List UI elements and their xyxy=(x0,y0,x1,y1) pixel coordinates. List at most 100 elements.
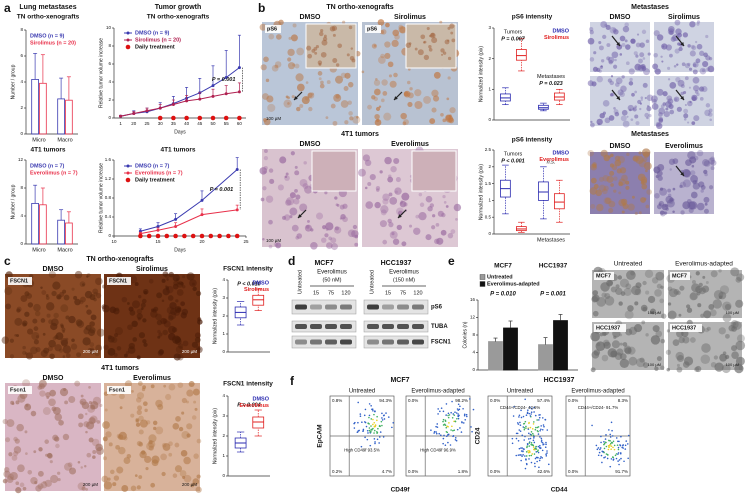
tissue-texture xyxy=(621,210,625,214)
cell-event xyxy=(526,411,529,414)
tissue-texture xyxy=(275,242,282,249)
tissue-texture xyxy=(16,334,20,338)
tissue-texture xyxy=(658,116,664,122)
tissue-texture xyxy=(290,151,295,156)
lane-label: 15 xyxy=(385,290,391,296)
tissue-texture xyxy=(625,185,630,190)
tissue-texture xyxy=(20,295,28,302)
cell-event xyxy=(521,434,524,437)
quadrant-label: 0.0% xyxy=(490,398,500,403)
tissue-texture xyxy=(596,76,603,83)
tissue-texture xyxy=(343,86,349,91)
treatment-dot xyxy=(199,233,205,239)
cell-event xyxy=(451,416,454,419)
tissue-texture xyxy=(672,187,676,191)
cell-event xyxy=(376,432,378,434)
cell-event xyxy=(536,450,539,453)
tissue-texture xyxy=(102,436,108,442)
cell-event xyxy=(367,422,370,425)
cell-event xyxy=(447,434,449,436)
cell-event xyxy=(457,409,460,411)
tissue-texture xyxy=(181,411,185,415)
tissue-texture xyxy=(15,400,20,405)
tissue-texture xyxy=(2,478,8,484)
cell-event xyxy=(530,454,533,457)
tissue-texture xyxy=(162,329,168,336)
data-point xyxy=(185,99,189,103)
tissue-texture xyxy=(435,222,440,227)
cell-event xyxy=(447,414,449,417)
cell-event xyxy=(604,438,607,440)
data-point xyxy=(119,114,123,118)
tissue-texture xyxy=(289,192,296,199)
tissue-texture xyxy=(43,347,50,354)
tissue-texture xyxy=(660,55,663,58)
tissue-texture xyxy=(40,286,43,290)
tissue-texture xyxy=(14,438,20,444)
label: FSCN1 xyxy=(109,278,127,284)
cell-event xyxy=(603,440,605,443)
tissue-texture xyxy=(180,449,188,457)
cell-event xyxy=(452,429,454,432)
tissue-texture xyxy=(15,487,22,494)
plot-title: Everolimus-adapted xyxy=(411,389,464,395)
tissue-texture xyxy=(57,295,61,299)
tissue-texture xyxy=(183,456,191,465)
tissue-texture xyxy=(658,202,662,206)
cell-event xyxy=(368,416,370,419)
tissue-texture xyxy=(613,176,618,181)
scale-bar: 100 µM xyxy=(726,362,739,367)
blot-band xyxy=(325,324,337,329)
tissue-texture xyxy=(294,165,298,169)
tissue-texture xyxy=(591,351,600,359)
cell-event xyxy=(437,413,439,415)
tissue-texture xyxy=(601,292,607,298)
tissue-texture xyxy=(195,486,202,493)
tissue-texture xyxy=(172,283,179,290)
tissue-texture xyxy=(682,201,691,210)
tissue-texture xyxy=(453,203,462,212)
tissue-texture xyxy=(347,229,356,238)
tissue-texture xyxy=(619,342,623,346)
tissue-texture xyxy=(332,58,338,64)
tissue-texture xyxy=(646,189,652,195)
tissue-texture xyxy=(49,353,55,360)
x-axis-label: Days xyxy=(174,129,186,135)
tissue-texture xyxy=(175,416,181,422)
tissue-texture xyxy=(262,186,267,191)
tissue-texture xyxy=(293,198,300,205)
cell-event xyxy=(601,461,603,464)
tissue-texture xyxy=(602,175,610,182)
cell-event xyxy=(533,421,535,423)
tissue-texture xyxy=(334,226,342,234)
cell-event xyxy=(524,435,526,438)
tissue-texture xyxy=(376,188,380,192)
cell-event xyxy=(523,428,526,431)
cell-event xyxy=(524,455,526,457)
tissue-texture xyxy=(401,241,407,247)
tissue-texture xyxy=(10,400,15,405)
tissue-texture xyxy=(32,318,38,324)
tissue-texture xyxy=(296,83,305,92)
tissue-texture xyxy=(600,59,605,63)
tissue-texture xyxy=(68,396,76,404)
tissue-texture xyxy=(642,280,647,286)
tissue-texture xyxy=(419,202,425,207)
tissue-texture xyxy=(24,291,30,297)
tissue-texture xyxy=(447,26,451,30)
tissue-texture xyxy=(696,149,704,157)
tissue-texture xyxy=(63,388,67,392)
tissue-texture xyxy=(34,310,41,317)
p-value: P = 0.004 xyxy=(237,402,261,408)
quadrant-label: 1.8% xyxy=(458,469,468,474)
tissue-texture xyxy=(731,321,737,327)
tissue-texture xyxy=(609,93,614,97)
tissue-texture xyxy=(447,39,450,42)
tissue-texture xyxy=(165,286,170,290)
tissue-texture xyxy=(659,187,668,196)
tissue-texture xyxy=(27,469,33,475)
quadrant-label: 0.0% xyxy=(408,469,418,474)
lane-label: 75 xyxy=(328,290,334,296)
cell-event xyxy=(531,428,534,430)
cell-event xyxy=(528,412,531,415)
